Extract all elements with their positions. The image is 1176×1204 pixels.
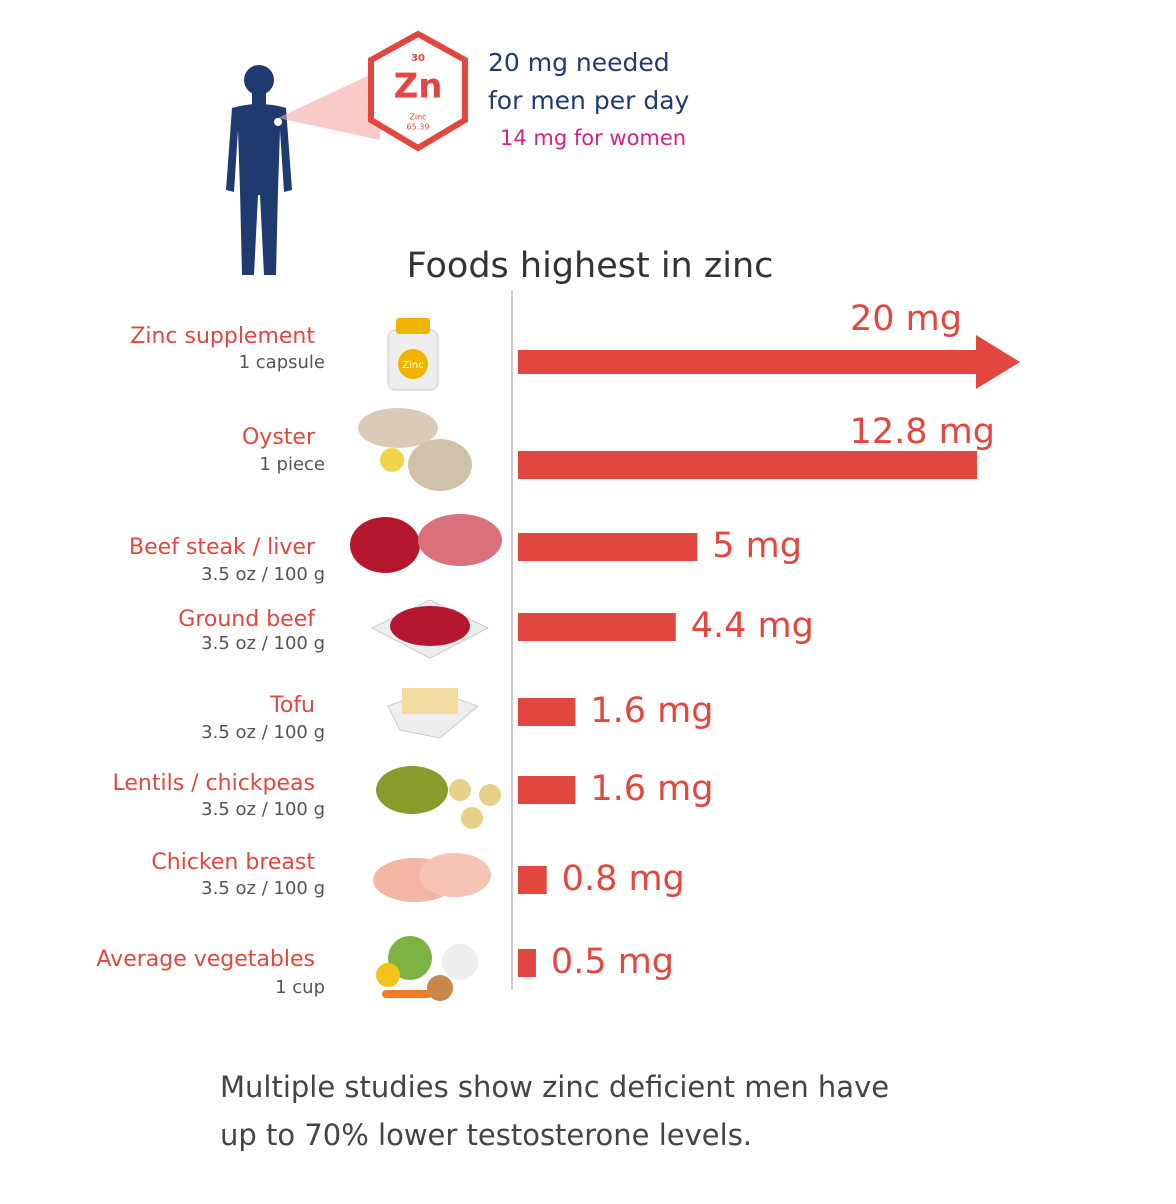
body-silhouette xyxy=(226,65,292,275)
zoom-point xyxy=(274,118,282,126)
category-label: Oyster xyxy=(242,425,316,450)
category-label: Average vegetables xyxy=(96,947,315,972)
header-line: 20 mg needed xyxy=(488,48,670,77)
value-label: 20 mg xyxy=(850,299,962,339)
footnote: up to 70% lower testosterone levels. xyxy=(220,1118,752,1152)
bar xyxy=(518,949,536,977)
category-label: Ground beef xyxy=(178,607,316,632)
bottle-label: Zinc xyxy=(402,360,423,371)
zoom-beam xyxy=(278,70,380,140)
element-number: 30 xyxy=(411,53,425,64)
category-label: Beef steak / liver xyxy=(129,535,316,560)
category-sublabel: 1 cup xyxy=(275,977,325,998)
value-label: 0.8 mg xyxy=(562,859,685,899)
category-sublabel: 3.5 oz / 100 g xyxy=(201,878,325,899)
bar xyxy=(518,451,977,479)
category-label: Lentils / chickpeas xyxy=(113,771,316,796)
value-label: 4.4 mg xyxy=(691,606,814,646)
category-sublabel: 3.5 oz / 100 g xyxy=(201,633,325,654)
bar xyxy=(518,613,676,641)
element-mass: 65.39 xyxy=(407,123,430,132)
category-sublabel: 3.5 oz / 100 g xyxy=(201,799,325,820)
value-label: 12.8 mg xyxy=(850,412,995,452)
category-label: Tofu xyxy=(269,693,315,718)
element-hexagon xyxy=(368,30,468,152)
value-label: 1.6 mg xyxy=(590,691,713,731)
footnote: Multiple studies show zinc deficient men… xyxy=(220,1070,889,1104)
category-sublabel: 1 capsule xyxy=(239,352,325,373)
value-label: 1.6 mg xyxy=(590,769,713,809)
element-name: Zinc xyxy=(409,113,426,122)
bar xyxy=(518,698,576,726)
bar-arrow xyxy=(518,335,1020,389)
bar xyxy=(518,533,698,561)
header-line: for men per day xyxy=(488,86,690,115)
value-label: 0.5 mg xyxy=(551,942,674,982)
chart-title: Foods highest in zinc xyxy=(407,246,774,286)
food-icons: Zinc xyxy=(350,318,502,1001)
category-sublabel: 3.5 oz / 100 g xyxy=(201,722,325,743)
header-line: 14 mg for women xyxy=(500,126,686,150)
bar xyxy=(518,776,576,804)
category-sublabel: 3.5 oz / 100 g xyxy=(201,564,325,585)
category-sublabel: 1 piece xyxy=(259,454,325,475)
element-symbol: Zn xyxy=(394,67,443,107)
bar xyxy=(518,866,547,894)
category-label: Chicken breast xyxy=(151,850,315,875)
category-label: Zinc supplement xyxy=(130,324,315,349)
value-label: 5 mg xyxy=(712,526,802,566)
